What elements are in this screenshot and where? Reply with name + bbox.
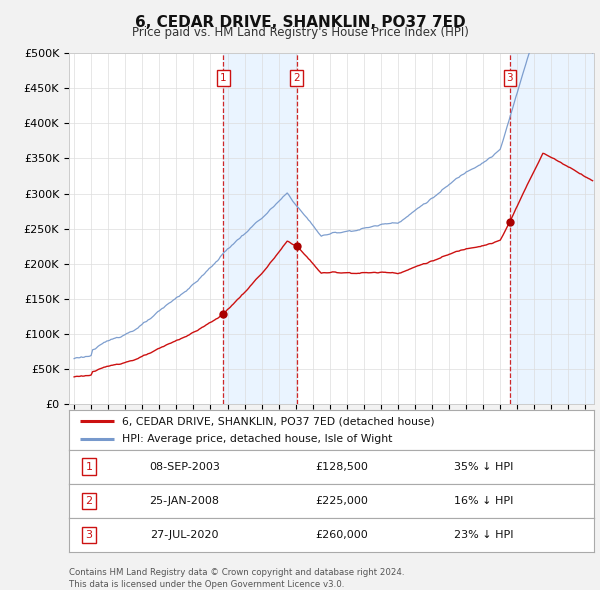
Text: 23% ↓ HPI: 23% ↓ HPI bbox=[454, 530, 514, 540]
Text: 1: 1 bbox=[85, 462, 92, 471]
Text: Price paid vs. HM Land Registry's House Price Index (HPI): Price paid vs. HM Land Registry's House … bbox=[131, 26, 469, 39]
Bar bbox=[223, 53, 297, 404]
Text: 35% ↓ HPI: 35% ↓ HPI bbox=[454, 462, 514, 471]
Text: 6, CEDAR DRIVE, SHANKLIN, PO37 7ED (detached house): 6, CEDAR DRIVE, SHANKLIN, PO37 7ED (deta… bbox=[121, 416, 434, 426]
Text: £225,000: £225,000 bbox=[316, 496, 368, 506]
Text: 1: 1 bbox=[220, 73, 227, 83]
Text: 3: 3 bbox=[506, 73, 513, 83]
Text: 2: 2 bbox=[293, 73, 300, 83]
Text: £260,000: £260,000 bbox=[316, 530, 368, 540]
Bar bbox=[510, 53, 594, 404]
Text: 08-SEP-2003: 08-SEP-2003 bbox=[149, 462, 220, 471]
Text: £128,500: £128,500 bbox=[316, 462, 368, 471]
Text: HPI: Average price, detached house, Isle of Wight: HPI: Average price, detached house, Isle… bbox=[121, 434, 392, 444]
Text: Contains HM Land Registry data © Crown copyright and database right 2024.
This d: Contains HM Land Registry data © Crown c… bbox=[69, 568, 404, 589]
Text: 25-JAN-2008: 25-JAN-2008 bbox=[149, 496, 220, 506]
Text: 16% ↓ HPI: 16% ↓ HPI bbox=[454, 496, 514, 506]
Text: 27-JUL-2020: 27-JUL-2020 bbox=[150, 530, 219, 540]
Text: 2: 2 bbox=[85, 496, 92, 506]
Text: 3: 3 bbox=[85, 530, 92, 540]
Text: 6, CEDAR DRIVE, SHANKLIN, PO37 7ED: 6, CEDAR DRIVE, SHANKLIN, PO37 7ED bbox=[134, 15, 466, 30]
